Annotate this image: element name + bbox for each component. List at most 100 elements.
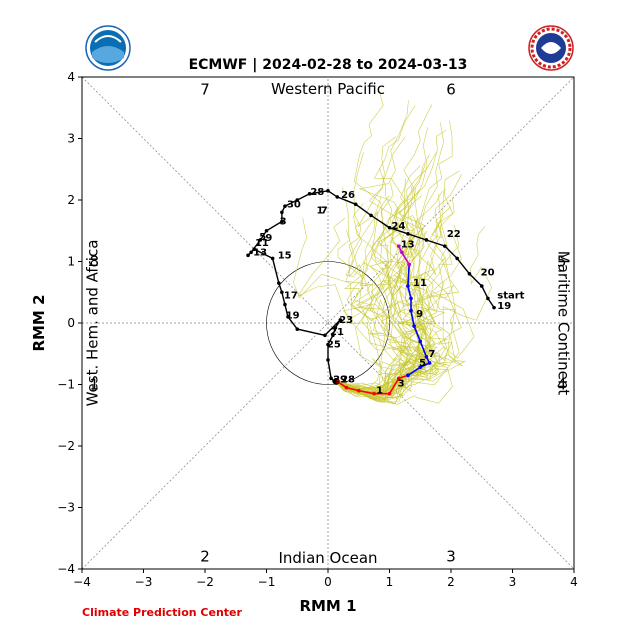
ensemble-member-line [337,224,460,397]
ensemble-member-line [337,136,413,396]
x-tick-label: −2 [196,575,214,589]
observed-point [286,315,290,319]
observed-point [280,219,284,224]
forecast-date-label: 1 [376,386,383,397]
phase-number-label: 7 [200,80,210,98]
forecast-week2-point [406,284,410,288]
y-tick-label: 0 [67,316,75,330]
observed-date-label: 20 [481,268,495,279]
observed-point [277,281,281,285]
observed-point [326,358,330,362]
forecast-date-label: 5 [419,358,426,369]
observed-date-label: 11 [255,238,269,249]
forecast-week1-point [335,379,340,384]
ensemble-members [293,88,493,405]
forecast-week3-point [407,262,411,267]
observed-date-label: start [497,290,524,301]
observed-date-label: 15 [278,250,292,261]
observed-point [353,202,358,207]
ensemble-member-line [336,178,413,399]
forecast-date-label: 13 [401,239,415,250]
forecast-week2-point [412,324,416,328]
observed-point [329,376,333,381]
region-label-right: Maritime Continent [555,251,573,396]
observed-point [295,198,300,202]
forecast-week1-point [396,376,401,381]
ensemble-member-line [337,186,427,388]
observed-date-label: 9 [265,233,272,244]
observed-point [280,210,284,215]
x-tick-label: 2 [447,575,455,589]
x-tick-label: −4 [73,575,91,589]
forecast-week2-point [427,361,432,365]
observed-point [443,244,447,248]
observed-point [387,225,392,230]
forecast-week2-point [409,296,413,301]
phase-number-label: 5 [557,253,567,271]
observed-point [338,318,343,322]
observed-date-label: 21 [330,327,344,338]
forecast-week1-point [356,388,361,393]
observed-point [406,232,410,236]
observed-date-label: 23 [339,315,353,326]
observed-point [252,247,256,251]
forecast-week3-point [400,250,404,255]
region-label-left: West. Hem. and Africa [83,240,101,407]
forecast-week2-point [406,373,410,378]
chart-title: ECMWF | 2024-02-28 to 2024-03-13 [189,57,468,73]
forecast-date-label: 9 [416,309,423,320]
observed-point [283,302,287,307]
ensemble-member-line [336,187,408,390]
ensemble-member-line [337,154,430,394]
observed-point [369,213,373,218]
observed-date-label: 26 [341,190,355,201]
forecast-week2-point [424,355,429,359]
region-label-top: Western Pacific [271,80,385,98]
observed-point [326,188,330,193]
x-tick-label: 1 [386,575,394,589]
observed-point [249,250,253,255]
observed-date-label: 3 [280,217,287,228]
y-tick-label: −2 [57,439,75,453]
ensemble-member-line [336,105,416,397]
observed-point [295,327,300,331]
ensemble-member-line [335,222,429,391]
y-tick-label: 4 [67,70,75,84]
observed-point [492,305,496,310]
ensemble-member-line [336,120,453,401]
forecast-week3-point [396,244,401,248]
forecast-date-label: 7 [428,349,435,360]
observed-date-label: 1 [316,205,323,216]
observed-point [270,256,275,261]
ensemble-member-line [335,222,430,400]
x-tick-label: 4 [570,575,578,589]
forecast-date-label: 28 [341,375,355,386]
forecast-week2-point [409,308,413,313]
observed-point [479,284,484,288]
ensemble-member-line [336,238,439,403]
forecast-week2-point [418,339,423,344]
forecast-week2-line [407,264,431,376]
observed-point [486,296,490,301]
observed-date-label: 19 [286,311,300,322]
forecast-date-label: 11 [413,278,427,289]
observed-date-label: 17 [284,290,298,301]
nws-logo [528,25,574,71]
x-tick-label: 3 [509,575,517,589]
x-axis-label: RMM 1 [299,597,356,615]
ensemble-member-line [338,163,448,395]
observed-point [467,272,472,276]
observed-date-label: 25 [327,340,341,351]
forecast-date-label: 3 [398,378,405,389]
ensemble-member-line [338,129,447,394]
ensemble-member-line [337,127,460,398]
observed-point [333,326,338,330]
observed-point [323,333,327,338]
forecast-week1-point [344,385,349,390]
noaa-logo [85,25,131,71]
forecast-week2-point [418,365,423,370]
ensemble-member-line [335,218,447,393]
forecast-week1-point [387,391,392,396]
x-tick-label: 0 [324,575,332,589]
